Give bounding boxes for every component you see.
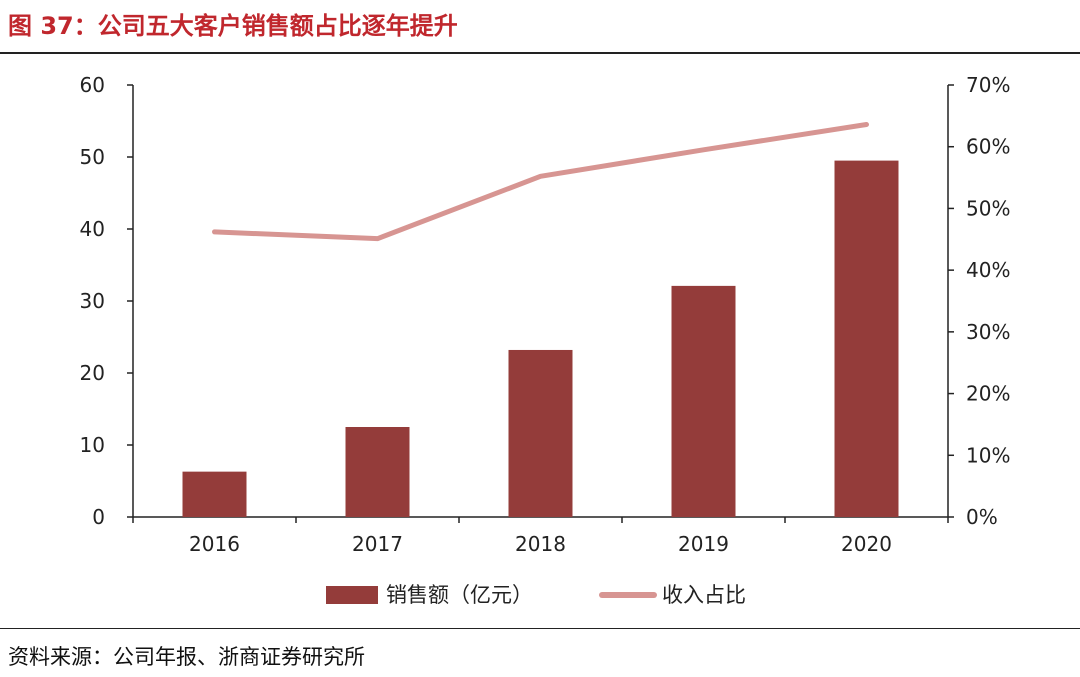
x-axis-tick-label: 2018 [515,532,566,556]
left-axis-tick-label: 0 [92,505,105,529]
right-axis-tick-label: 40% [966,258,1010,282]
right-axis-tick-label: 50% [966,196,1010,220]
bar [345,427,410,517]
left-axis-tick-label: 50 [80,145,105,169]
left-axis-tick-label: 60 [80,73,105,97]
bar [834,160,899,517]
bar-series [182,160,899,517]
right-axis: 0% 10% 20% 30% 40% 50% 60% 70% [947,73,1010,529]
left-axis-tick-label: 20 [80,361,105,385]
left-axis-tick-label: 30 [80,289,105,313]
bar [508,349,573,517]
legend-bar-label: 销售额（亿元） [386,583,533,607]
legend: 销售额（亿元） 收入占比 [326,583,746,607]
right-axis-tick-label: 60% [966,135,1010,159]
right-axis-tick-label: 70% [966,73,1010,97]
right-axis-tick-label: 10% [966,443,1010,467]
x-axis-tick-label: 2016 [189,532,240,556]
source-divider [0,628,1080,629]
legend-bar-swatch [326,586,378,604]
x-axis: 2016 2017 2018 2019 2020 [132,516,949,556]
left-axis-tick-label: 10 [80,433,105,457]
x-axis-tick-label: 2020 [841,532,892,556]
bar [182,471,247,517]
chart: 0 10 20 30 40 50 60 0% 10% 20% 30% 40% 50% 60% 70% 20… [80,73,1011,607]
line-series [212,121,869,242]
left-axis-tick-label: 40 [80,217,105,241]
left-axis: 0 10 20 30 40 50 60 [80,73,134,529]
line-path [212,121,869,242]
right-axis-tick-label: 30% [966,320,1010,344]
x-axis-tick-label: 2017 [352,532,403,556]
source-note: 资料来源：公司年报、浙商证券研究所 [8,645,365,669]
chart-title: 图 37：公司五大客户销售额占比逐年提升 [8,12,458,40]
right-axis-tick-label: 20% [966,382,1010,406]
right-axis-tick-label: 0% [966,505,998,529]
legend-line-label: 收入占比 [662,583,746,607]
title-divider [0,52,1080,54]
x-axis-tick-label: 2019 [678,532,729,556]
bar [671,285,736,517]
